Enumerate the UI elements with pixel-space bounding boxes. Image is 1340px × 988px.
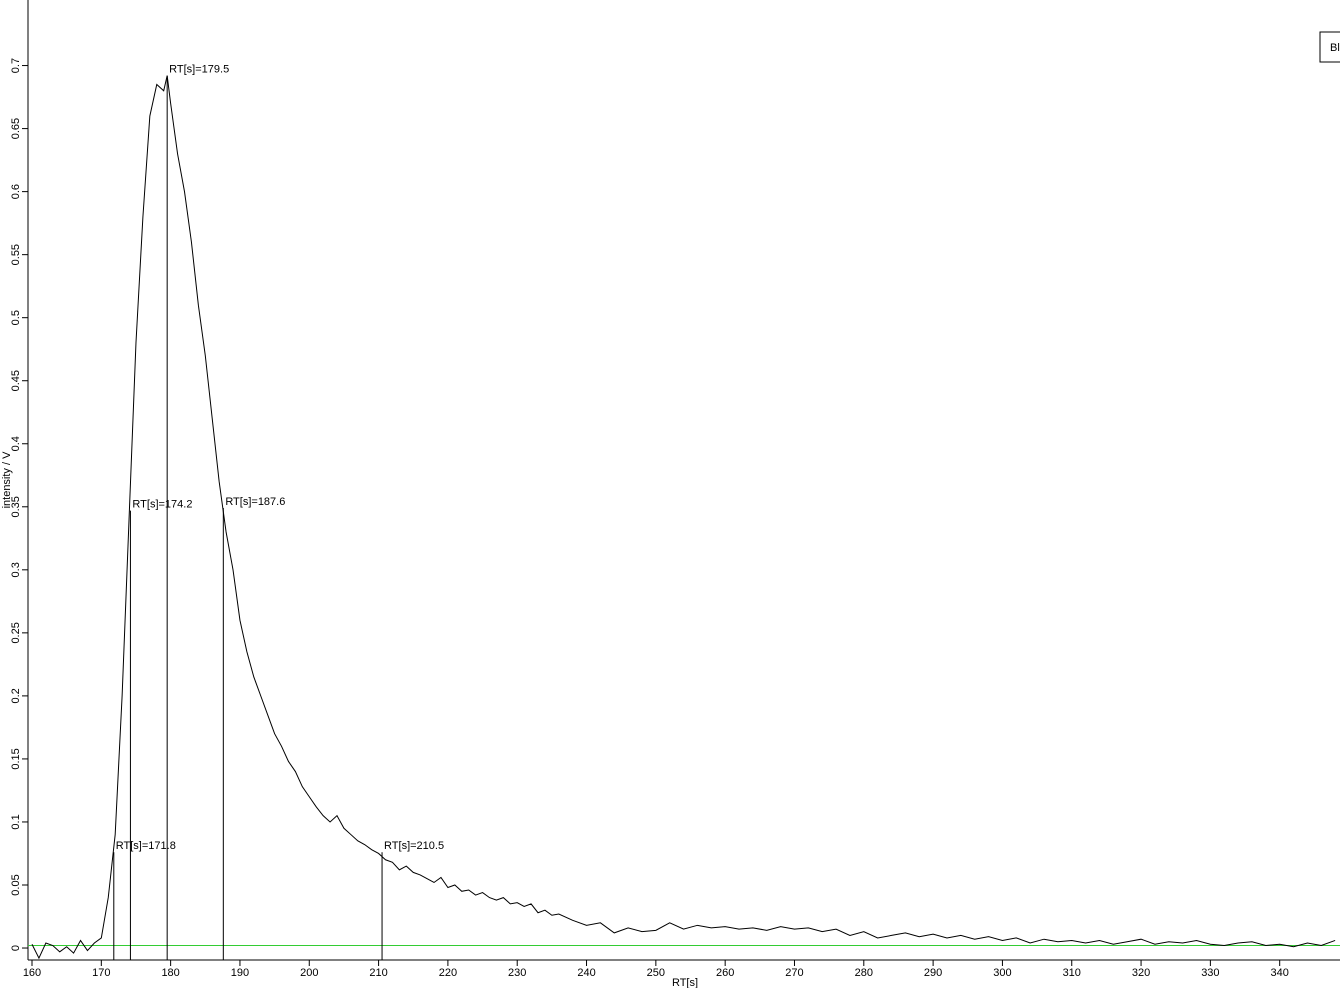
y-tick-label: 0.35 <box>10 496 22 517</box>
x-tick-label: 310 <box>1063 967 1081 979</box>
y-tick-label: 0.65 <box>10 118 22 139</box>
x-tick-label: 250 <box>647 967 665 979</box>
x-tick-label: 220 <box>439 967 457 979</box>
x-tick-label: 160 <box>23 967 41 979</box>
x-tick-label: 260 <box>716 967 734 979</box>
x-tick-label: 230 <box>508 967 526 979</box>
x-tick-label: 270 <box>785 967 803 979</box>
peak-label: RT[s]=187.6 <box>225 496 285 508</box>
legend <box>1319 31 1340 63</box>
peak-label: RT[s]=174.2 <box>132 499 192 511</box>
y-tick-label: 0.7 <box>10 58 22 73</box>
y-tick-label: 0.2 <box>10 688 22 703</box>
y-tick-label: 0.15 <box>10 748 22 769</box>
y-tick-label: 0.5 <box>10 310 22 325</box>
y-tick-label: 0.3 <box>10 562 22 577</box>
x-tick-label: 200 <box>300 967 318 979</box>
x-tick-label: 290 <box>924 967 942 979</box>
y-tick-label: 0 <box>10 945 22 951</box>
y-tick-label: 0.4 <box>10 436 22 451</box>
x-tick-label: 300 <box>993 967 1011 979</box>
x-tick-label: 280 <box>855 967 873 979</box>
data-line <box>31 75 1336 960</box>
x-tick-label: 240 <box>577 967 595 979</box>
x-tick-label: 210 <box>369 967 387 979</box>
x-tick-label: 170 <box>92 967 110 979</box>
y-tick-label: 0.45 <box>10 370 22 391</box>
x-tick-label: 320 <box>1132 967 1150 979</box>
y-axis-label: intensity / V <box>1 451 13 509</box>
x-tick-label: 180 <box>161 967 179 979</box>
x-tick-label: 330 <box>1201 967 1219 979</box>
y-tick-label: 0.25 <box>10 622 22 643</box>
x-tick-label: 190 <box>231 967 249 979</box>
peak-label: RT[s]=179.5 <box>169 64 229 76</box>
y-tick-label: 0.05 <box>10 874 22 895</box>
y-tick-label: 0.1 <box>10 814 22 829</box>
y-tick-label: 0.55 <box>10 244 22 265</box>
y-tick-label: 0.6 <box>10 184 22 199</box>
peak-label: RT[s]=210.5 <box>384 840 444 852</box>
x-axis-label: RT[s] <box>672 977 698 988</box>
x-tick-label: 340 <box>1271 967 1289 979</box>
legend-label: Bl <box>1330 42 1340 54</box>
